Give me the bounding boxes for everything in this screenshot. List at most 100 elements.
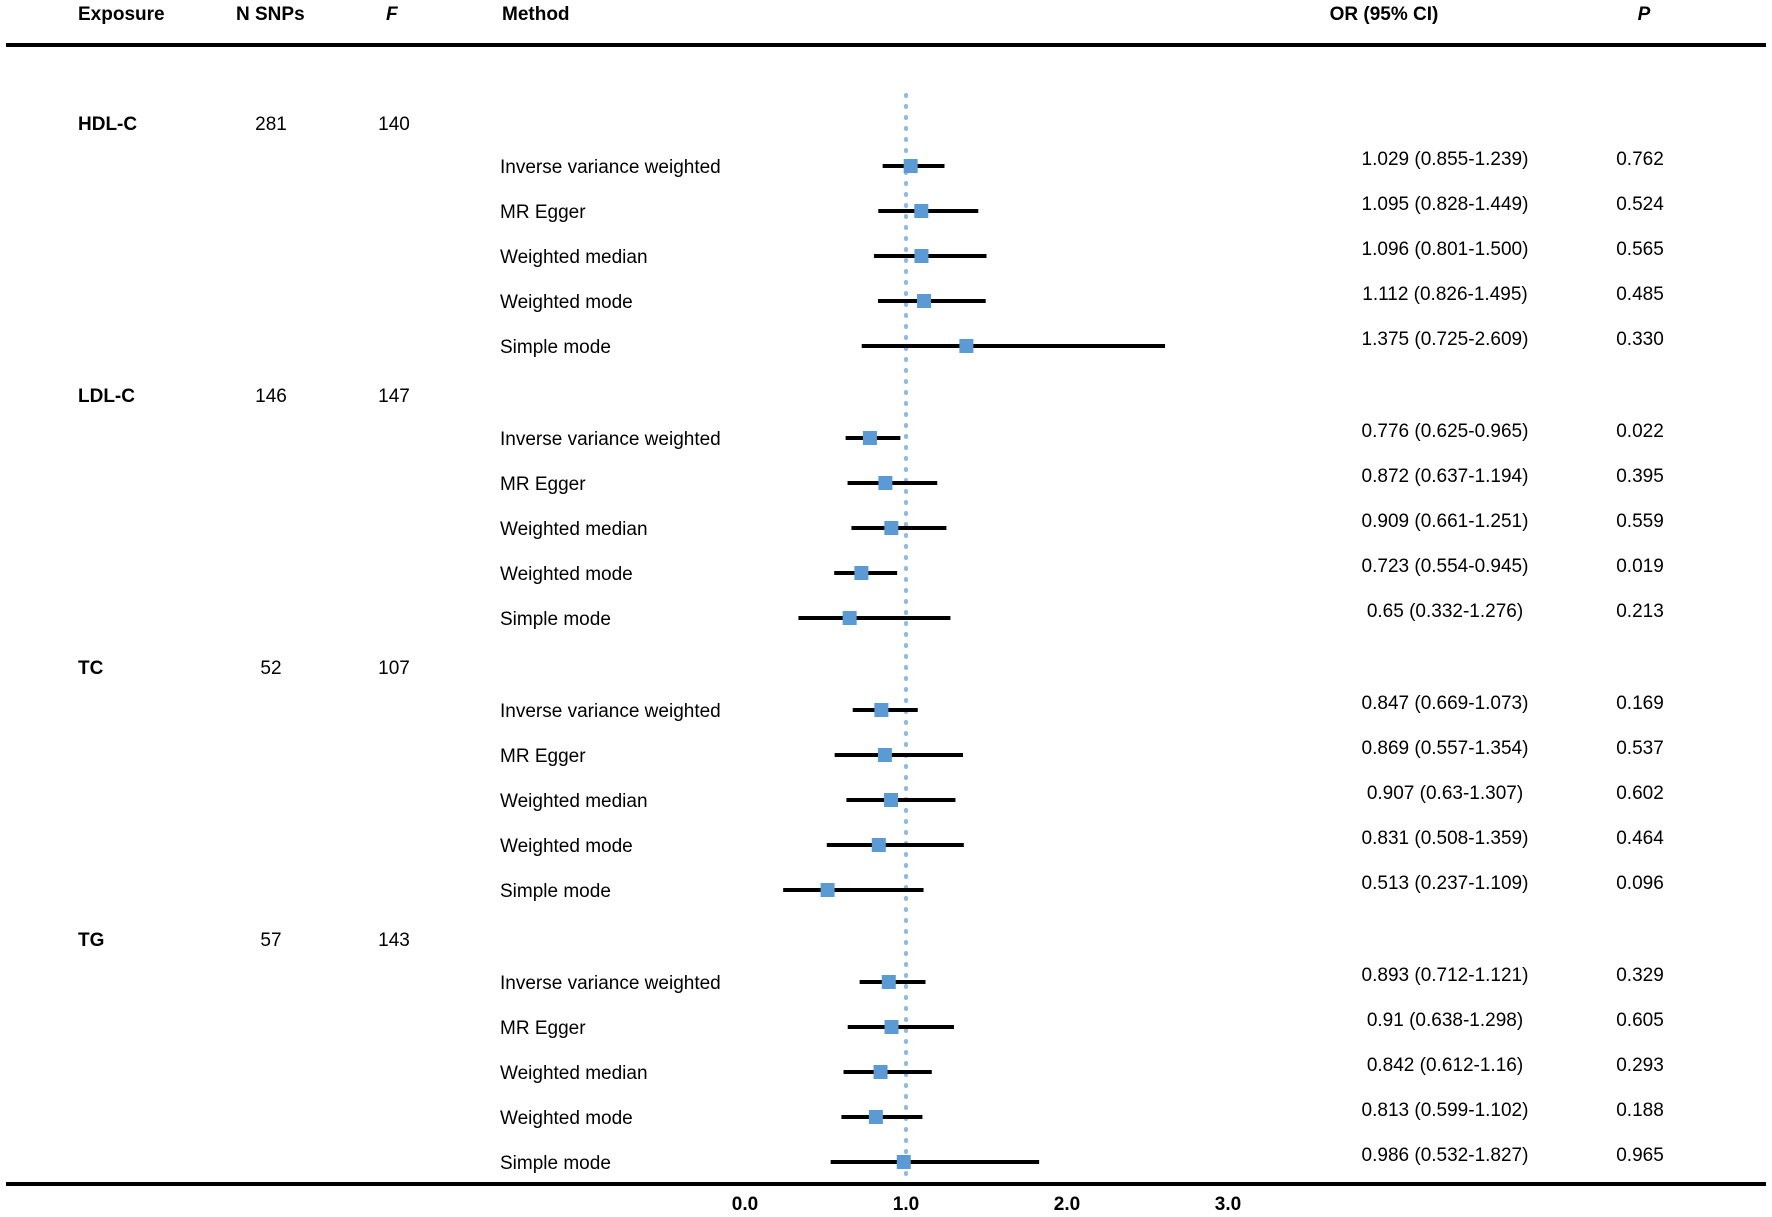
- point-estimate: [914, 249, 929, 263]
- or-ci-value: 0.831 (0.508-1.359): [1362, 828, 1529, 849]
- method-label: Simple mode: [500, 881, 611, 902]
- or-ci-value: 0.893 (0.712-1.121): [1362, 965, 1529, 986]
- exposure-label: LDL-C: [78, 386, 135, 407]
- point-estimate: [873, 1065, 888, 1079]
- p-value: 0.537: [1616, 738, 1664, 759]
- p-value: 0.565: [1616, 239, 1664, 260]
- point-estimate: [896, 1155, 911, 1169]
- method-label: Weighted median: [500, 519, 648, 540]
- header-or-ci: OR (95% CI): [1330, 4, 1439, 25]
- or-ci-value: 1.112 (0.826-1.495): [1362, 284, 1528, 305]
- method-label: Simple mode: [500, 1153, 611, 1174]
- exposure-label: HDL-C: [78, 114, 137, 135]
- or-ci-value: 0.909 (0.661-1.251): [1362, 511, 1529, 532]
- exposure-label: TG: [78, 930, 104, 951]
- x-tick-label: 3.0: [1215, 1194, 1241, 1215]
- p-value: 0.559: [1616, 511, 1664, 532]
- f-value: 107: [378, 658, 410, 679]
- p-value: 0.524: [1616, 194, 1664, 215]
- x-tick-label: 2.0: [1054, 1194, 1080, 1215]
- or-ci-value: 0.842 (0.612-1.16): [1367, 1055, 1523, 1076]
- nsnps-value: 57: [260, 930, 281, 951]
- or-ci-value: 0.723 (0.554-0.945): [1362, 556, 1529, 577]
- p-value: 0.019: [1616, 556, 1664, 577]
- method-label: Weighted mode: [500, 1108, 633, 1129]
- point-estimate: [862, 431, 877, 445]
- point-estimate: [884, 521, 899, 535]
- method-label: Weighted mode: [500, 292, 633, 313]
- or-ci-value: 0.65 (0.332-1.276): [1367, 601, 1523, 622]
- nsnps-value: 52: [260, 658, 281, 679]
- method-label: Weighted median: [500, 1063, 648, 1084]
- p-value: 0.293: [1616, 1055, 1664, 1076]
- or-ci-value: 0.776 (0.625-0.965): [1362, 421, 1529, 442]
- p-value: 0.169: [1616, 693, 1664, 714]
- method-label: Weighted mode: [500, 836, 633, 857]
- header-nsnps: N SNPs: [236, 4, 305, 25]
- or-ci-value: 0.847 (0.669-1.073): [1362, 693, 1529, 714]
- method-label: MR Egger: [500, 1018, 586, 1039]
- point-estimate: [917, 294, 932, 308]
- header-p: P: [1638, 4, 1651, 25]
- method-label: Simple mode: [500, 337, 611, 358]
- p-value: 0.485: [1616, 284, 1664, 305]
- header-f: F: [386, 4, 399, 25]
- point-estimate: [871, 838, 886, 852]
- point-estimate: [854, 566, 869, 580]
- nsnps-value: 146: [255, 386, 287, 407]
- or-ci-value: 0.869 (0.557-1.354): [1362, 738, 1529, 759]
- or-ci-value: 0.813 (0.599-1.102): [1362, 1100, 1529, 1121]
- f-value: 147: [378, 386, 410, 407]
- p-value: 0.605: [1616, 1010, 1664, 1031]
- p-value: 0.096: [1616, 873, 1664, 894]
- point-estimate: [820, 883, 835, 897]
- f-value: 140: [378, 114, 410, 135]
- method-label: Weighted median: [500, 247, 648, 268]
- point-estimate: [884, 1020, 899, 1034]
- point-estimate: [914, 204, 929, 218]
- method-label: MR Egger: [500, 746, 586, 767]
- p-value: 0.762: [1616, 149, 1664, 170]
- point-estimate: [874, 703, 889, 717]
- p-value: 0.329: [1616, 965, 1664, 986]
- method-label: Inverse variance weighted: [500, 157, 721, 178]
- or-ci-value: 1.029 (0.855-1.239): [1362, 149, 1529, 170]
- point-estimate: [903, 159, 918, 173]
- p-value: 0.395: [1616, 466, 1664, 487]
- header-exposure: Exposure: [78, 4, 165, 25]
- point-estimate: [877, 748, 892, 762]
- or-ci-value: 0.513 (0.237-1.109): [1362, 873, 1529, 894]
- method-label: Simple mode: [500, 609, 611, 630]
- method-label: Inverse variance weighted: [500, 429, 721, 450]
- or-ci-value: 0.91 (0.638-1.298): [1367, 1010, 1523, 1031]
- point-estimate: [959, 339, 974, 353]
- point-estimate: [881, 975, 896, 989]
- p-value: 0.213: [1616, 601, 1664, 622]
- p-value: 0.602: [1616, 783, 1664, 804]
- or-ci-value: 0.986 (0.532-1.827): [1362, 1145, 1529, 1166]
- method-label: MR Egger: [500, 202, 586, 223]
- header-method: Method: [502, 4, 570, 25]
- x-tick-label: 1.0: [893, 1194, 919, 1215]
- x-tick-label: 0.0: [732, 1194, 758, 1215]
- method-label: MR Egger: [500, 474, 586, 495]
- f-value: 143: [378, 930, 410, 951]
- point-estimate: [884, 793, 899, 807]
- point-estimate: [868, 1110, 883, 1124]
- point-estimate: [878, 476, 893, 490]
- method-label: Inverse variance weighted: [500, 701, 721, 722]
- or-ci-value: 1.375 (0.725-2.609): [1362, 329, 1529, 350]
- or-ci-value: 1.095 (0.828-1.449): [1362, 194, 1529, 215]
- p-value: 0.022: [1616, 421, 1664, 442]
- p-value: 0.464: [1616, 828, 1664, 849]
- or-ci-value: 1.096 (0.801-1.500): [1362, 239, 1529, 260]
- nsnps-value: 281: [255, 114, 287, 135]
- method-label: Weighted mode: [500, 564, 633, 585]
- p-value: 0.965: [1616, 1145, 1664, 1166]
- exposure-label: TC: [78, 658, 104, 679]
- or-ci-value: 0.872 (0.637-1.194): [1362, 466, 1529, 487]
- p-value: 0.188: [1616, 1100, 1664, 1121]
- p-value: 0.330: [1616, 329, 1664, 350]
